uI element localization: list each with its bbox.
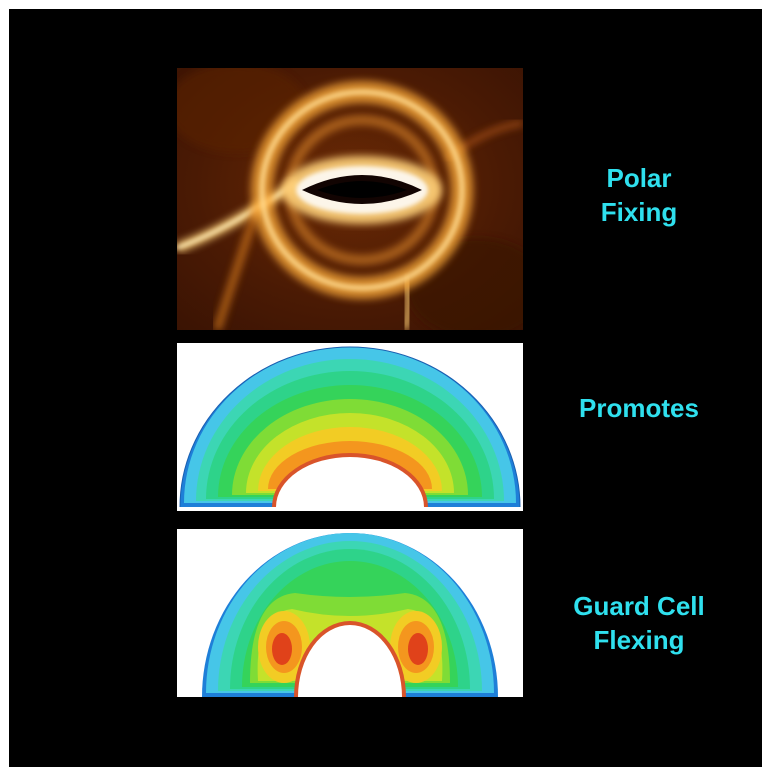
label-promotes-text: Promotes xyxy=(579,393,699,423)
label-polar-line1: Polar xyxy=(606,163,672,193)
label-guard-line2: Flexing xyxy=(593,625,685,655)
label-guard-line1: Guard Cell xyxy=(573,591,705,621)
label-guard-cell-flexing: Guard Cell Flexing xyxy=(539,589,739,657)
contour-model-promotes xyxy=(177,343,523,511)
label-promotes: Promotes xyxy=(549,391,729,425)
label-polar-fixing: Polar Fixing xyxy=(569,161,709,229)
slide-background: Polar Fixing Promotes xyxy=(8,8,763,768)
label-polar-line2: Fixing xyxy=(600,197,678,227)
stomata-micrograph xyxy=(177,68,523,330)
contour-model-guard-cell xyxy=(177,529,523,697)
